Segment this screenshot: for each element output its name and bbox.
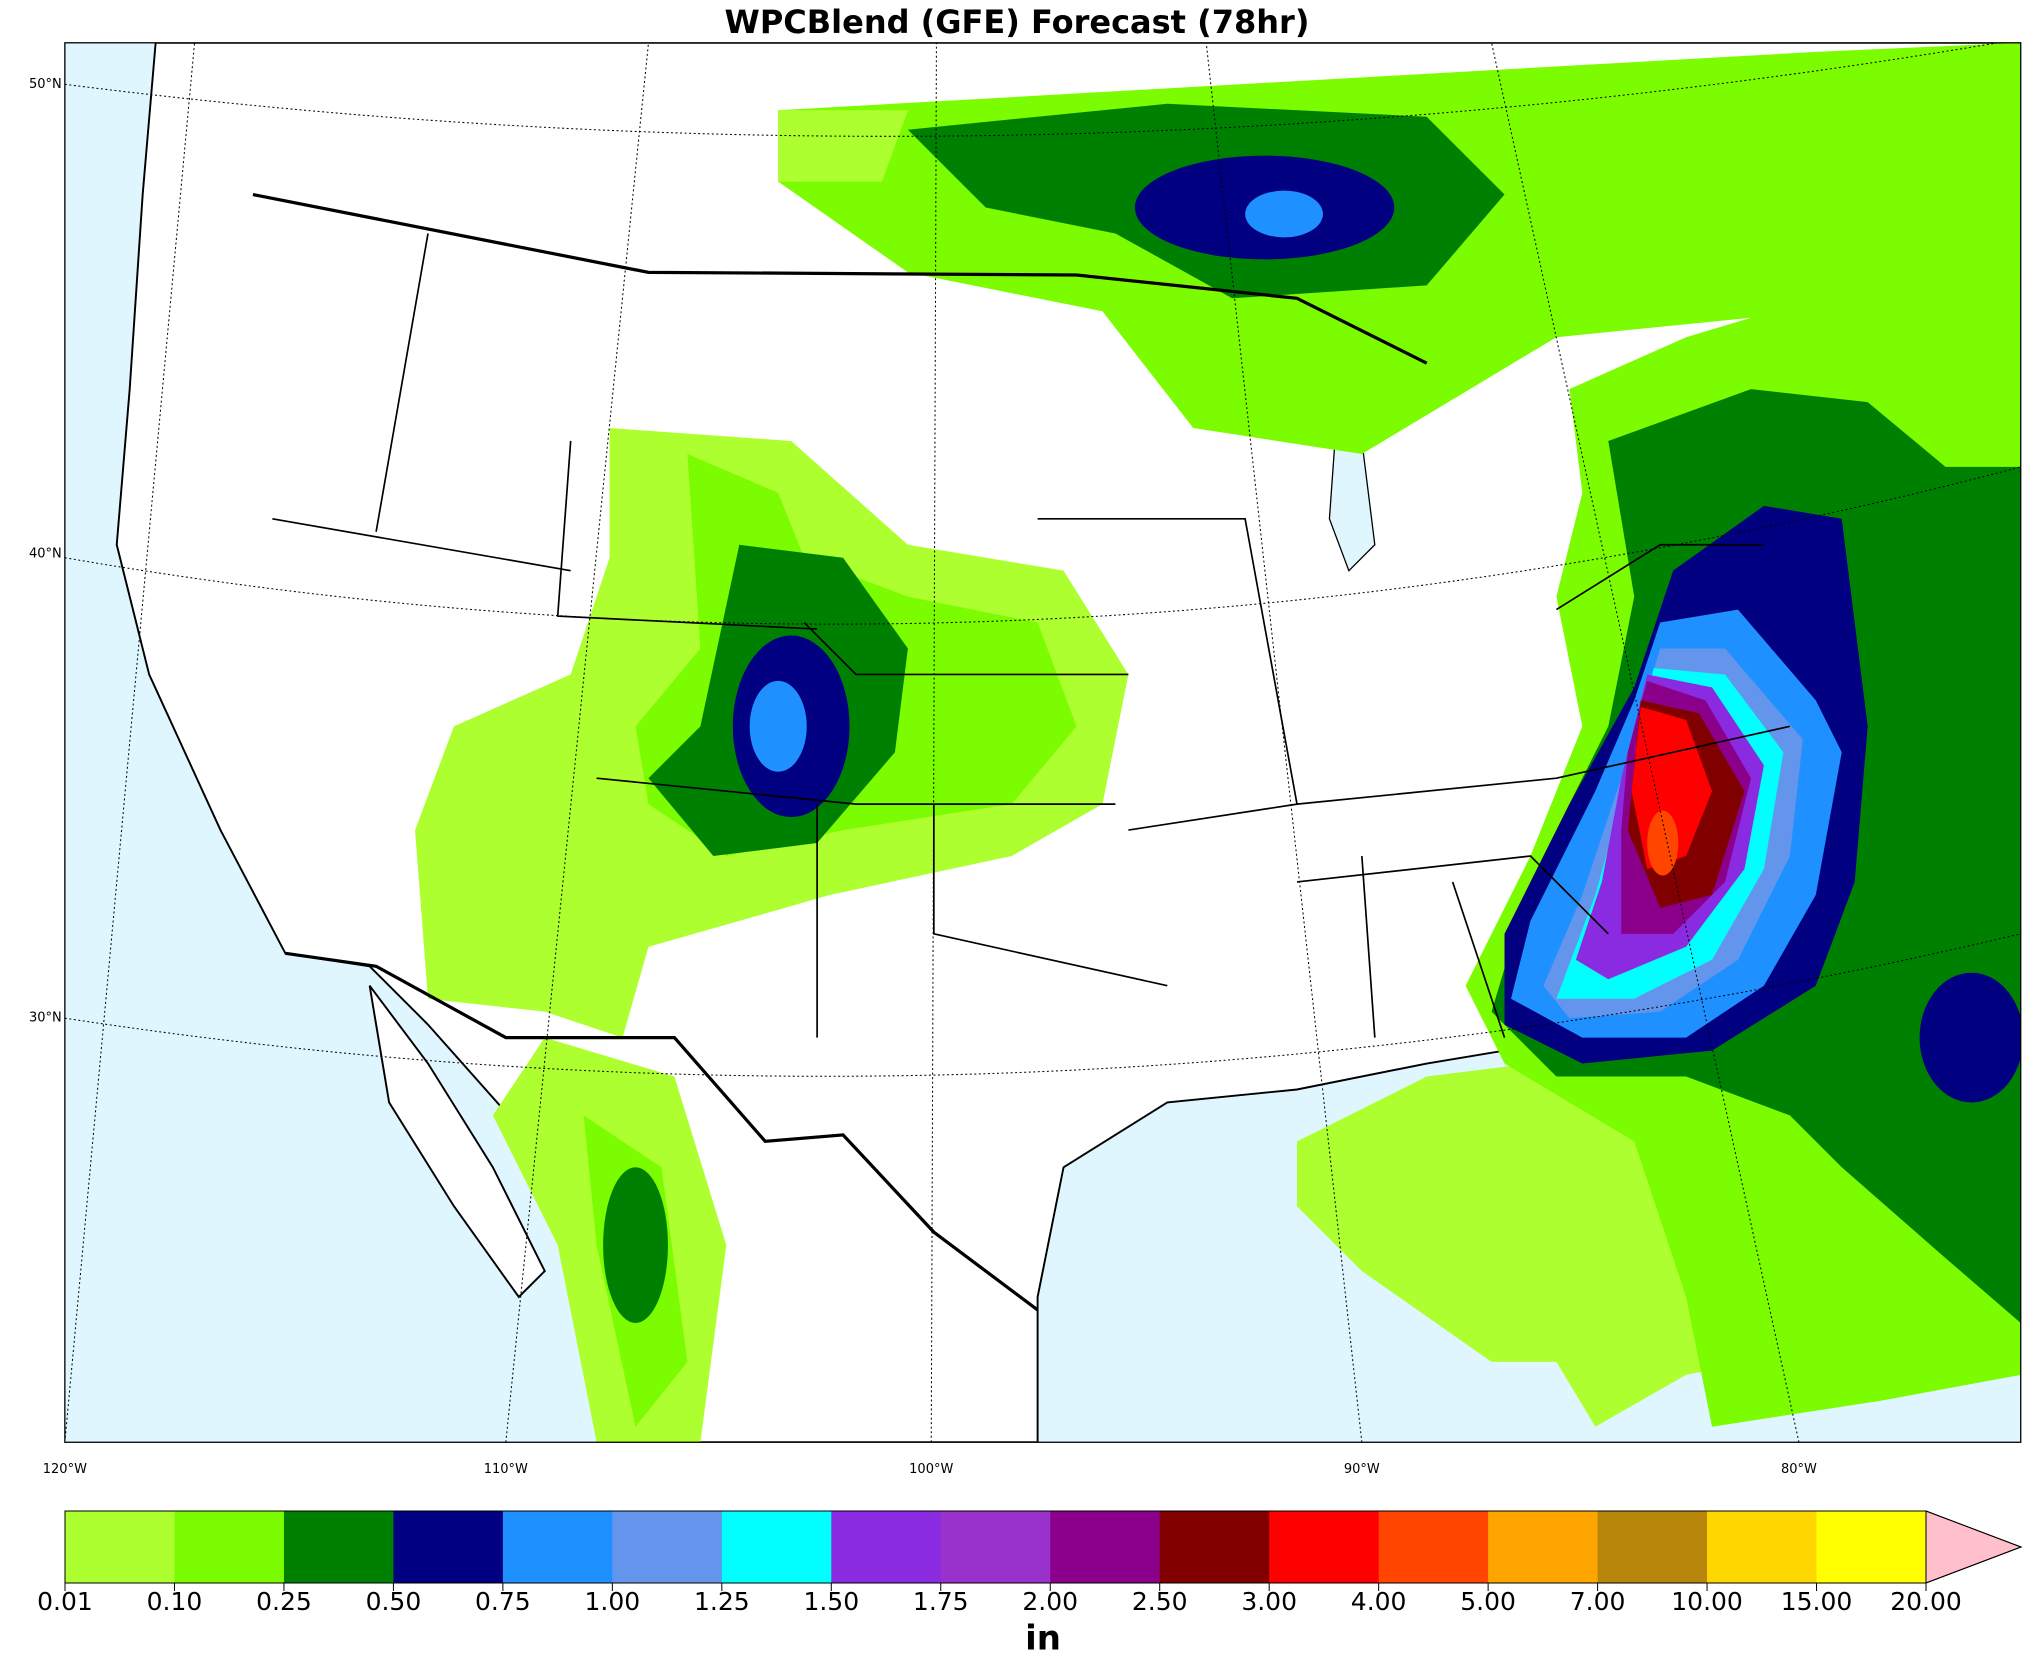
colorbar-segment [502, 1511, 613, 1583]
colorbar-segment [612, 1511, 723, 1583]
lon-label: 80°W [1781, 1462, 1817, 1477]
colorbar-segment [1816, 1511, 1927, 1583]
colorbar-tick-label: 20.00 [1890, 1587, 1962, 1616]
colorbar-tick-label: 2.00 [1022, 1587, 1078, 1616]
colorbar-segment [65, 1511, 175, 1583]
colorbar-tick-label: 10.00 [1671, 1587, 1743, 1616]
lon-label: 90°W [1344, 1462, 1380, 1477]
colorbar-tick-label: 5.00 [1460, 1587, 1516, 1616]
precip [415, 42, 2021, 1443]
lon-label: 110°W [484, 1462, 528, 1477]
colorbar-frame [64, 1510, 2023, 1584]
lon-label: 100°W [909, 1462, 953, 1477]
baja [368, 985, 546, 1299]
colorbar-tick-label: 7.00 [1570, 1587, 1626, 1616]
colorbar-segment [1159, 1511, 1270, 1583]
colorbar-segment [831, 1511, 942, 1583]
colorbar-tick-label: 1.75 [913, 1587, 969, 1616]
colorbar-tick-label: 2.50 [1132, 1587, 1188, 1616]
title: WPCBlend (GFE) Forecast (78hr) [725, 3, 1310, 41]
map-frame [64, 42, 2022, 1443]
colorbar-segment [1488, 1511, 1599, 1583]
colorbar-tick-label: 0.75 [475, 1587, 531, 1616]
colorbar-tick-label: 0.50 [366, 1587, 422, 1616]
lon-label: 120°W [43, 1462, 87, 1477]
colorbar-tick-label: 3.00 [1241, 1587, 1297, 1616]
colorbar-tick-label: 0.10 [147, 1587, 203, 1616]
lat-label: 50°N [29, 77, 62, 92]
colorbar-tick-label: 1.00 [585, 1587, 641, 1616]
colorbar-segment [1269, 1511, 1380, 1583]
colorbar-segment [393, 1511, 504, 1583]
colorbar-segment [1707, 1511, 1818, 1583]
graticule [64, 42, 2021, 1443]
colorbar-extend [1925, 1510, 2023, 1584]
colorbar-segment [283, 1511, 394, 1583]
lat-label: 30°N [29, 1011, 62, 1026]
colorbar-segment [721, 1511, 832, 1583]
colorbar-segment [940, 1511, 1051, 1583]
colorbar-tick-label: 1.50 [803, 1587, 859, 1616]
colorbar-tick-label: 15.00 [1781, 1587, 1853, 1616]
colorbar-segment [1050, 1511, 1161, 1583]
borders [252, 192, 1791, 1312]
colorbar-segment [1597, 1511, 1708, 1583]
colorbar-tick-label: 0.25 [256, 1587, 312, 1616]
colorbar-label: in [1025, 1619, 1061, 1659]
colorbar-segment [174, 1511, 285, 1583]
map [64, 42, 2022, 1443]
colorbar-segment [1378, 1511, 1489, 1583]
colorbar-tick-label: 0.01 [37, 1587, 93, 1616]
colorbar-tick-label: 1.25 [694, 1587, 750, 1616]
lat-label: 40°N [29, 546, 62, 561]
colorbar-tick-label: 4.00 [1351, 1587, 1407, 1616]
